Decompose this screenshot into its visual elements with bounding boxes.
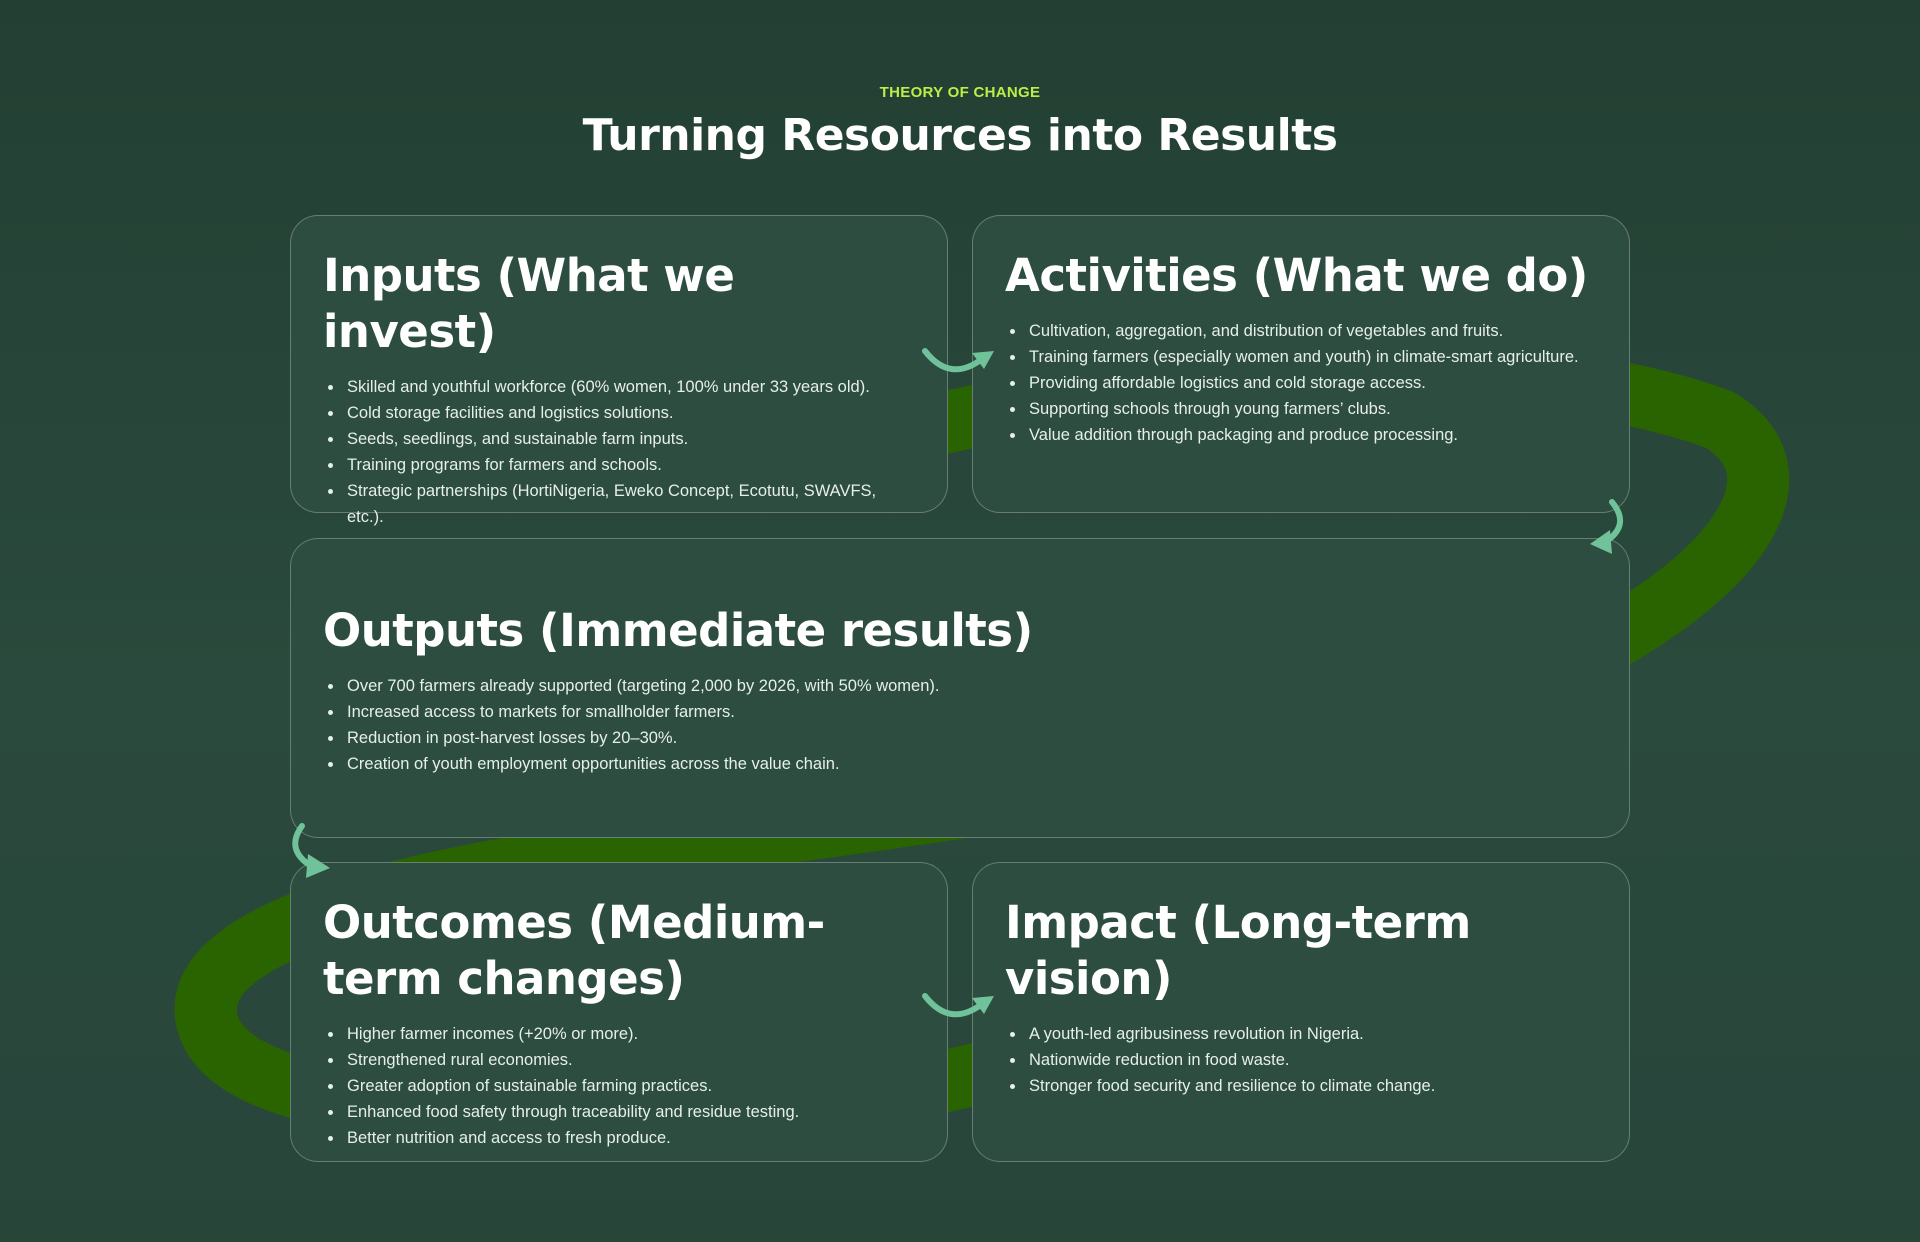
- card-title-inputs: Inputs (What we invest): [323, 249, 735, 358]
- card-title-activities: Activities (What we do): [1005, 249, 1588, 302]
- list-item: Reduction in post-harvest losses by 20–3…: [328, 725, 1599, 751]
- card-title-outputs: Outputs (Immediate results): [323, 604, 1033, 657]
- list-item: Training farmers (especially women and y…: [1010, 344, 1599, 370]
- list-item: Nationwide reduction in food waste.: [1010, 1047, 1599, 1073]
- card-activities: Activities (What we do) Cultivation, agg…: [972, 215, 1630, 513]
- list-item: A youth-led agribusiness revolution in N…: [1010, 1021, 1599, 1047]
- list-item: Skilled and youthful workforce (60% wome…: [328, 374, 917, 400]
- outputs-list: Over 700 farmers already supported (targ…: [323, 673, 1599, 777]
- list-item: Increased access to markets for smallhol…: [328, 699, 1599, 725]
- list-item: Stronger food security and resilience to…: [1010, 1073, 1599, 1099]
- card-title-outcomes: Outcomes (Medium-term changes): [323, 896, 825, 1005]
- arrow-activities-to-outputs-icon: [1590, 499, 1623, 554]
- card-impact: Impact (Long-term vision) A youth-led ag…: [972, 862, 1630, 1162]
- eyebrow-label: THEORY OF CHANGE: [879, 84, 1041, 101]
- arrow-outputs-to-outcomes-icon: [292, 823, 330, 878]
- list-item: Supporting schools through young farmers…: [1010, 396, 1599, 422]
- card-inputs: Inputs (What we invest) Skilled and yout…: [290, 215, 948, 526]
- list-item: Strategic partnerships (HortiNigeria, Ew…: [328, 478, 917, 530]
- list-item: Over 700 farmers already supported (targ…: [328, 673, 1599, 699]
- list-item: Better nutrition and access to fresh pro…: [328, 1125, 917, 1151]
- list-item: Greater adoption of sustainable farming …: [328, 1073, 917, 1099]
- list-item: Creation of youth employment opportuniti…: [328, 751, 1599, 777]
- list-item: Value addition through packaging and pro…: [1010, 422, 1599, 448]
- impact-list: A youth-led agribusiness revolution in N…: [1005, 1021, 1599, 1099]
- list-item: Strengthened rural economies.: [328, 1047, 917, 1073]
- arrow-outcomes-to-impact-icon: [922, 993, 994, 1018]
- card-outputs: Outputs (Immediate results) Over 700 far…: [290, 538, 1630, 838]
- outcomes-list: Higher farmer incomes (+20% or more). St…: [323, 1021, 917, 1151]
- list-item: Higher farmer incomes (+20% or more).: [328, 1021, 917, 1047]
- list-item: Training programs for farmers and school…: [328, 452, 917, 478]
- card-title-impact: Impact (Long-term vision): [1005, 896, 1471, 1005]
- arrow-inputs-to-activities-icon: [922, 348, 994, 373]
- list-item: Cultivation, aggregation, and distributi…: [1010, 318, 1599, 344]
- page-title: Turning Resources into Results: [582, 110, 1338, 161]
- inputs-list: Skilled and youthful workforce (60% wome…: [323, 374, 917, 530]
- card-outcomes: Outcomes (Medium-term changes) Higher fa…: [290, 862, 948, 1162]
- list-item: Seeds, seedlings, and sustainable farm i…: [328, 426, 917, 452]
- list-item: Cold storage facilities and logistics so…: [328, 400, 917, 426]
- list-item: Providing affordable logistics and cold …: [1010, 370, 1599, 396]
- activities-list: Cultivation, aggregation, and distributi…: [1005, 318, 1599, 448]
- list-item: Enhanced food safety through traceabilit…: [328, 1099, 917, 1125]
